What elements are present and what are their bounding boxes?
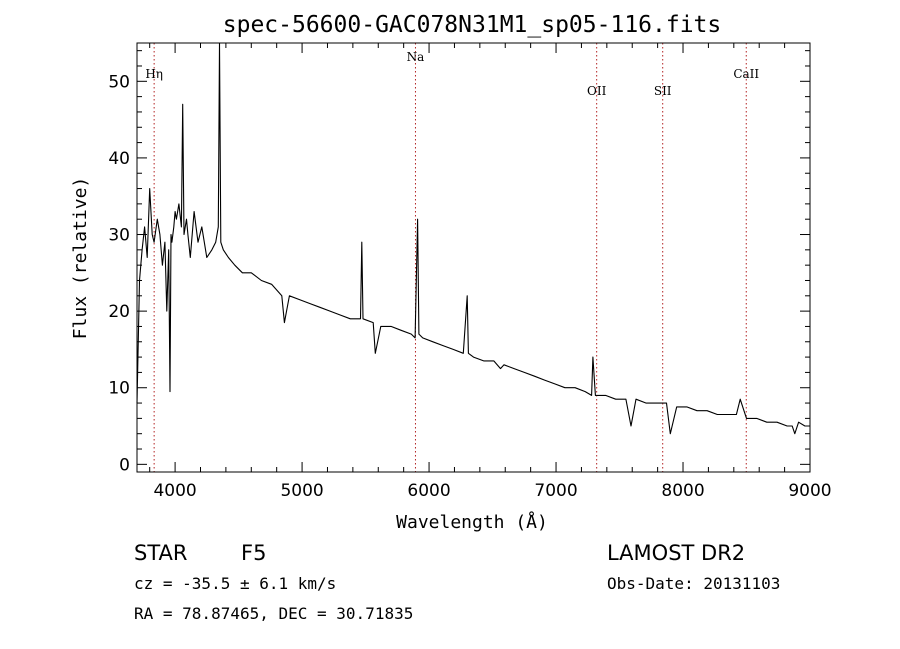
x-tick-label: 5000 xyxy=(280,481,323,501)
object-subclass: F5 xyxy=(241,541,266,565)
reference-line-label: OII xyxy=(587,84,607,98)
velocity-text: cz = -35.5 ± 6.1 km/s xyxy=(134,574,336,593)
x-tick-label: 7000 xyxy=(534,481,577,501)
y-tick-label: 0 xyxy=(119,455,130,475)
x-tick-label: 4000 xyxy=(153,481,196,501)
reference-line-label: CaII xyxy=(733,67,759,81)
reference-line-label: Hη xyxy=(145,67,163,81)
plot-area: Hη Na OII SII CaII 4000 5000 6000 7000 8000 9000 0 1… xyxy=(108,42,832,501)
observation-date: Obs-Date: 20131103 xyxy=(607,574,780,593)
y-tick-label: 10 xyxy=(108,379,130,399)
object-class: STAR xyxy=(134,541,187,565)
reference-line-label: SII xyxy=(654,84,672,98)
spectrum-line xyxy=(136,42,810,435)
coordinates-text: RA = 78.87465, DEC = 30.71835 xyxy=(134,604,413,623)
x-axis-label: Wavelength (Å) xyxy=(396,511,548,533)
survey-name: LAMOST DR2 xyxy=(607,541,745,565)
plot-frame xyxy=(136,42,811,473)
x-tick-label: 6000 xyxy=(407,481,450,501)
chart-title: spec-56600-GAC078N31M1_sp05-116.fits xyxy=(223,12,722,38)
y-axis-label: Flux (relative) xyxy=(70,177,91,340)
y-tick-label: 40 xyxy=(108,149,130,169)
y-tick-label: 50 xyxy=(108,72,130,92)
y-tick-label: 20 xyxy=(108,302,130,322)
y-tick-label: 30 xyxy=(108,226,130,246)
x-tick-label: 8000 xyxy=(661,481,704,501)
reference-line-label: Na xyxy=(407,50,425,64)
x-tick-label: 9000 xyxy=(788,481,831,501)
